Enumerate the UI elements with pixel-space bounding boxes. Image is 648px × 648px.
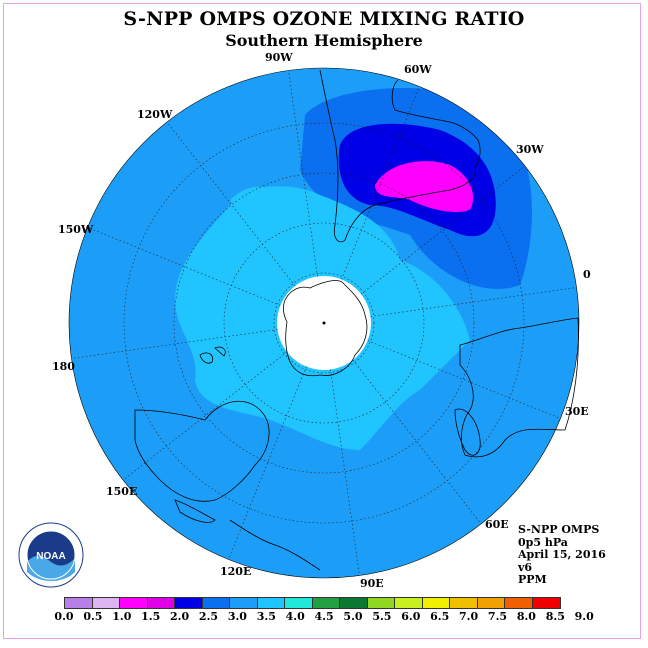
- colorbar-segment: [175, 598, 203, 608]
- colorbar-tick-label: 7.5: [487, 610, 508, 623]
- colorbar-tick-label: 6.5: [430, 610, 450, 623]
- colorbar-tick-label: 4.0: [285, 610, 305, 623]
- coast-south-america: [319, 69, 481, 243]
- coast-africa: [459, 317, 579, 458]
- info-block: S-NPP OMPS 0p5 hPa April 15, 2016 v6 PPM: [518, 523, 606, 587]
- colorbar-tick-label: 3.0: [227, 610, 247, 623]
- colorbar-segment: [505, 598, 533, 608]
- coastlines: [134, 69, 579, 571]
- plot-frame: [3, 3, 641, 639]
- coast-new-guinea: [174, 499, 216, 523]
- lat-circle-3: [173, 172, 475, 474]
- colorbar-segment: [422, 598, 450, 608]
- coast-new-zealand: [199, 346, 226, 364]
- colorbar-tick-label: 5.0: [343, 610, 363, 623]
- colorbar-tick-label: 1.5: [141, 610, 161, 623]
- colorbar-tick-label: 4.5: [314, 610, 334, 623]
- info-version: v6: [518, 560, 533, 574]
- colorbar-tick-label: 1.0: [112, 610, 132, 623]
- lon-label-60w: 60W: [404, 63, 432, 76]
- lon-label-0: 0: [583, 268, 591, 281]
- field-max-peak: [375, 161, 474, 212]
- info-level: 0p5 hPa: [518, 535, 568, 549]
- lon-label-150e: 150E: [106, 485, 138, 498]
- meridian-line: [330, 369, 360, 576]
- colorbar-segment: [147, 598, 175, 608]
- meridian-line: [166, 121, 296, 287]
- coast-indonesia: [229, 519, 321, 571]
- colorbar-tick-label: 3.5: [256, 610, 276, 623]
- colorbar-segment: [285, 598, 313, 608]
- colorbar-tick-label: 7.0: [459, 610, 479, 623]
- coast-antarctica: [282, 280, 368, 377]
- info-date: April 15, 2016: [518, 548, 606, 561]
- lon-label-150w: 150W: [58, 223, 94, 236]
- page-subtitle: Southern Hemisphere: [225, 31, 423, 50]
- page-title: S-NPP OMPS OZONE MIXING RATIO: [123, 8, 525, 30]
- colorbar-tick-label: 0.0: [54, 610, 74, 623]
- lon-label-180: 180: [52, 360, 75, 373]
- colorbar-tick-label: 8.5: [545, 610, 565, 623]
- colorbar-segment: [367, 598, 395, 608]
- meridian-line: [122, 351, 288, 481]
- coast-madagascar: [454, 408, 481, 456]
- info-product: S-NPP OMPS: [518, 523, 600, 536]
- colorbar-tick-label: 9.0: [574, 610, 594, 623]
- colorbar-segment: [202, 598, 230, 608]
- colorbar-segment: [450, 598, 478, 608]
- colorbar-segment: [92, 598, 120, 608]
- map-boundary: [68, 67, 580, 579]
- meridian-line: [288, 70, 318, 277]
- lon-label-120e: 120E: [220, 565, 252, 578]
- colorbar-segment: [477, 598, 505, 608]
- info-units: PPM: [518, 573, 547, 586]
- lat-circle-2: [223, 222, 425, 424]
- noaa-logo: NOAA: [18, 522, 84, 588]
- colorbar-segment: [312, 598, 340, 608]
- colorbar-tick-label: 2.5: [198, 610, 219, 623]
- lon-label-30e: 30E: [565, 405, 589, 418]
- colorbar-segment: [257, 598, 285, 608]
- lat-circle-4: [123, 122, 525, 524]
- meridian-line: [341, 86, 420, 280]
- meridian-line: [367, 340, 561, 419]
- lon-label-90w: 90W: [265, 51, 293, 64]
- meridian-line: [370, 287, 577, 317]
- coast-australia: [134, 401, 270, 502]
- meridian-line: [71, 329, 278, 359]
- lat-circle-1: [273, 272, 375, 374]
- lon-label-90e: 90E: [360, 577, 384, 590]
- pole-marker: [322, 321, 326, 325]
- colorbar-segment: [65, 598, 93, 608]
- colorbar-segment: [340, 598, 368, 608]
- meridian-line: [352, 359, 482, 525]
- colorbar-tick-label: 2.0: [170, 610, 190, 623]
- colorbar-segment: [120, 598, 148, 608]
- colorbar-tick-label: 5.5: [372, 610, 392, 623]
- lon-label-60e: 60E: [485, 518, 509, 531]
- meridian-line: [87, 227, 281, 306]
- field-light-patch: [230, 186, 275, 220]
- lon-label-30w: 30W: [516, 143, 544, 156]
- colorbar-tick-label: 6.0: [401, 610, 421, 623]
- colorbar-segment: [230, 598, 258, 608]
- logo-text: NOAA: [36, 551, 65, 562]
- lon-label-120w: 120W: [137, 108, 173, 121]
- colorbar: [64, 597, 561, 609]
- colorbar-tick-label: 0.5: [83, 610, 103, 623]
- colorbar-segment: [395, 598, 423, 608]
- colorbar-segment: [532, 598, 560, 608]
- meridian-line: [360, 165, 526, 295]
- colorbar-tick-label: 8.0: [516, 610, 536, 623]
